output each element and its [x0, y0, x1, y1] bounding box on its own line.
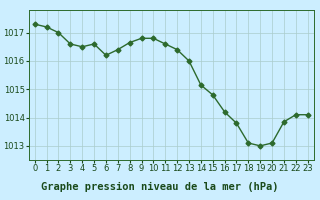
- Text: Graphe pression niveau de la mer (hPa): Graphe pression niveau de la mer (hPa): [41, 182, 279, 192]
